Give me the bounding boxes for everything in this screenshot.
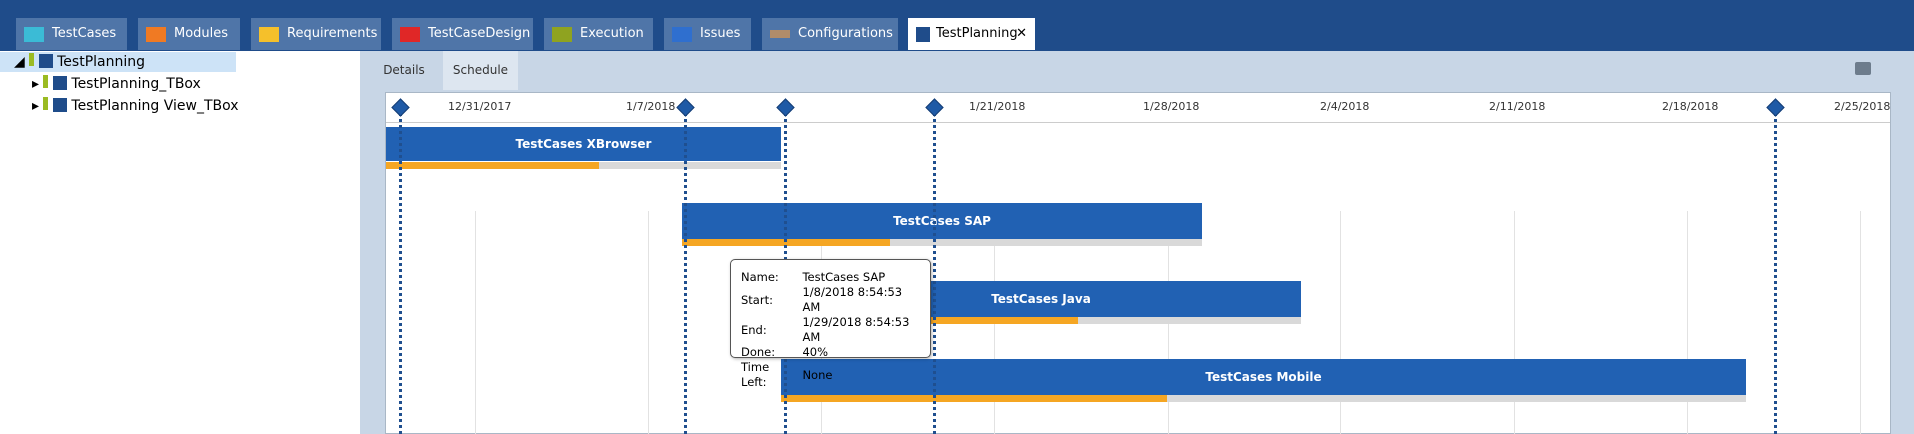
tab-label: Configurations (798, 26, 893, 41)
tooltip-key: Time Left: (741, 360, 770, 389)
task-label: TestCases XBrowser (515, 137, 652, 151)
header-line (386, 122, 1890, 123)
tooltip-value: TestCases SAP (802, 270, 886, 284)
grid-line (1340, 211, 1341, 434)
milestone-line (399, 108, 402, 434)
subtab-label: Details (383, 63, 425, 77)
date-label: 12/31/2017 (448, 100, 512, 113)
task-label: TestCases SAP (893, 214, 991, 228)
progress (386, 162, 781, 169)
tab-active[interactable]: TestPlanning ✕ (908, 18, 1035, 50)
tree-selection (0, 52, 236, 72)
date-label: 2/4/2018 (1320, 100, 1370, 113)
tab[interactable]: Execution (544, 18, 653, 50)
tab[interactable]: TestCaseDesign (392, 18, 533, 50)
milestone[interactable] (676, 98, 695, 117)
tab-label: Modules (174, 26, 229, 41)
milestone[interactable] (776, 98, 795, 117)
date-label: 1/7/2018 (626, 100, 676, 113)
grid-line (1860, 211, 1861, 434)
tree-label: TestPlanning_TBox (71, 76, 201, 92)
grid-line (475, 211, 476, 434)
date-label: 2/18/2018 (1662, 100, 1719, 113)
tab[interactable]: TestCases (16, 18, 127, 50)
date-label: 1/28/2018 (1143, 100, 1200, 113)
tab[interactable]: Issues (664, 18, 751, 50)
progress (682, 239, 1202, 246)
date-label: 2/11/2018 (1489, 100, 1546, 113)
milestone-line (684, 108, 687, 434)
task-label: TestCases Java (991, 292, 1091, 306)
tree-label: TestPlanning (57, 54, 146, 70)
tooltip: Name: TestCases SAP Start: 1/8/2018 8:54:5… (730, 259, 931, 389)
tooltip-value: 40% (802, 345, 829, 359)
task-bar[interactable]: TestCases SAP (682, 203, 1202, 239)
tree-label: TestPlanning View_TBox (71, 98, 239, 114)
task-label: TestCases Mobile (1205, 370, 1322, 384)
date-label: 1/21/2018 (969, 100, 1026, 113)
tree-item[interactable]: ◢ TestPlanning (14, 53, 146, 70)
tab-label: TestCases (52, 26, 117, 41)
tooltip-value: None (802, 367, 833, 382)
task-bar[interactable]: TestCases Mobile (781, 359, 1746, 395)
tooltip-key: Start: (741, 292, 773, 307)
tab-label: TestPlanning (936, 26, 1018, 41)
tooltip-key: End: (741, 322, 767, 337)
milestone-line (933, 108, 936, 434)
date-label: 2/25/2018 (1834, 100, 1890, 113)
subtab-active[interactable]: Schedule (443, 51, 518, 90)
subtab[interactable]: Details (375, 51, 433, 90)
tab[interactable]: Configurations (762, 18, 898, 50)
tooltip-key: Done: (741, 345, 776, 359)
print-icon[interactable] (1855, 62, 1871, 75)
milestone[interactable] (925, 98, 944, 117)
tab-label: Issues (700, 26, 741, 41)
tooltip-key: Name: (741, 270, 779, 284)
tab[interactable]: Requirements (251, 18, 381, 50)
tab[interactable]: Modules (138, 18, 240, 50)
tab-label: TestCaseDesign (428, 26, 531, 41)
subtab-label: Schedule (452, 63, 509, 77)
grid-line (648, 211, 649, 434)
tooltip-value: 1/8/2018 8:54:53 AM (802, 285, 903, 314)
tree-item[interactable]: ▸ TestPlanning_TBox (32, 75, 201, 92)
tab-label: Requirements (287, 26, 378, 41)
tree-item[interactable]: ▸ TestPlanning View_TBox (32, 97, 239, 114)
gantt-body: 12/31/2017 1/7/2018 1/21/2018 1/28/2018 … (386, 93, 1890, 434)
grid-line (1687, 211, 1688, 434)
tab-label: Execution (580, 26, 644, 41)
progress (781, 395, 1746, 402)
milestone-line (1774, 108, 1777, 434)
milestone[interactable] (1766, 98, 1785, 117)
tooltip-value: 1/29/2018 8:54:53 AM (802, 315, 910, 344)
tooltip-table: Name: TestCases SAP Start: 1/8/2018 8:54:5… (741, 270, 920, 390)
task-bar[interactable]: TestCases XBrowser (386, 127, 781, 161)
grid-line (1514, 211, 1515, 434)
tree-panel (0, 51, 360, 434)
milestone[interactable] (391, 98, 410, 117)
close-button[interactable]: ✕ (1016, 26, 1027, 41)
